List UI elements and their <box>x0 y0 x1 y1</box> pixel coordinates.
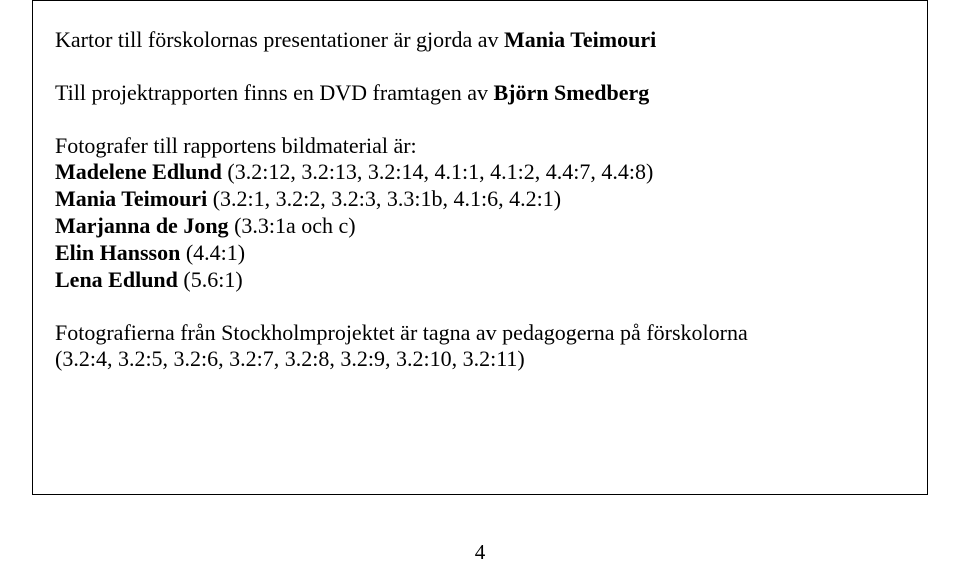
maps-credit-prefix: Kartor till förskolornas presentationer … <box>55 27 504 52</box>
photographer-name: Marjanna de Jong <box>55 213 229 238</box>
photographer-item: Marjanna de Jong (3.3:1a och c) <box>55 213 905 240</box>
maps-credit-paragraph: Kartor till förskolornas presentationer … <box>55 27 905 54</box>
stockholm-line2: (3.2:4, 3.2:5, 3.2:6, 3.2:7, 3.2:8, 3.2:… <box>55 346 905 373</box>
photographer-name: Madelene Edlund <box>55 159 222 184</box>
photographer-item: Mania Teimouri (3.2:1, 3.2:2, 3.2:3, 3.3… <box>55 186 905 213</box>
photographer-refs: (3.2:1, 3.2:2, 3.2:3, 3.3:1b, 4.1:6, 4.2… <box>207 186 561 211</box>
page-number: 4 <box>0 540 960 565</box>
photographers-block: Fotografer till rapportens bildmaterial … <box>55 133 905 294</box>
photographer-item: Lena Edlund (5.6:1) <box>55 267 905 294</box>
maps-credit-author: Mania Teimouri <box>504 27 656 52</box>
stockholm-paragraph: Fotografierna från Stockholmprojektet är… <box>55 320 905 374</box>
content-frame: Kartor till förskolornas presentationer … <box>32 0 928 495</box>
dvd-credit-prefix: Till projektrapporten finns en DVD framt… <box>55 80 493 105</box>
stockholm-line1: Fotografierna från Stockholmprojektet är… <box>55 320 905 347</box>
photographer-item: Madelene Edlund (3.2:12, 3.2:13, 3.2:14,… <box>55 159 905 186</box>
photographer-refs: (3.2:12, 3.2:13, 3.2:14, 4.1:1, 4.1:2, 4… <box>222 159 653 184</box>
photographer-refs: (5.6:1) <box>178 267 243 292</box>
photographer-item: Elin Hansson (4.4:1) <box>55 240 905 267</box>
photographer-name: Mania Teimouri <box>55 186 207 211</box>
photographer-refs: (4.4:1) <box>180 240 245 265</box>
photographer-refs: (3.3:1a och c) <box>229 213 356 238</box>
photographers-lead: Fotografer till rapportens bildmaterial … <box>55 133 905 160</box>
dvd-credit-paragraph: Till projektrapporten finns en DVD framt… <box>55 80 905 107</box>
dvd-credit-author: Björn Smedberg <box>493 80 649 105</box>
photographer-name: Elin Hansson <box>55 240 180 265</box>
photographer-name: Lena Edlund <box>55 267 178 292</box>
